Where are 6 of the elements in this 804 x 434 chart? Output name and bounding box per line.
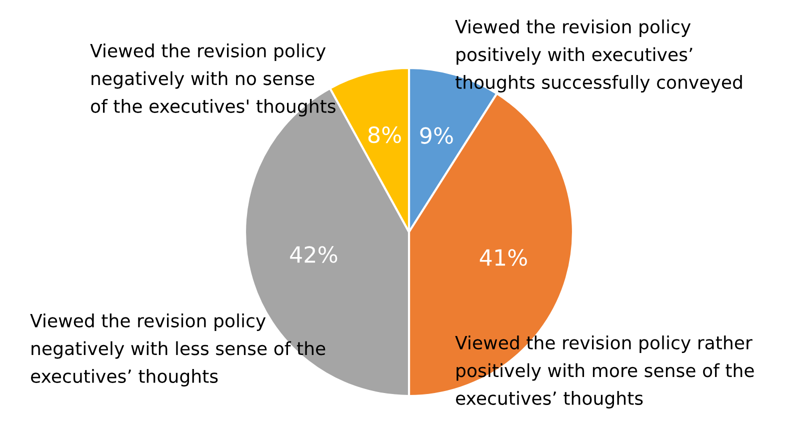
data-label: 42%	[290, 246, 338, 263]
slice-label: Viewed the revision policy negatively with no sense of the executives' thoughts	[90, 44, 336, 116]
data-label: 41%	[480, 249, 527, 266]
data-label: 8%	[368, 126, 401, 144]
data-label: 9%	[420, 127, 453, 144]
slice-label: Viewed the revision policy negatively with less sense of the executives’ thoughts	[30, 314, 326, 386]
